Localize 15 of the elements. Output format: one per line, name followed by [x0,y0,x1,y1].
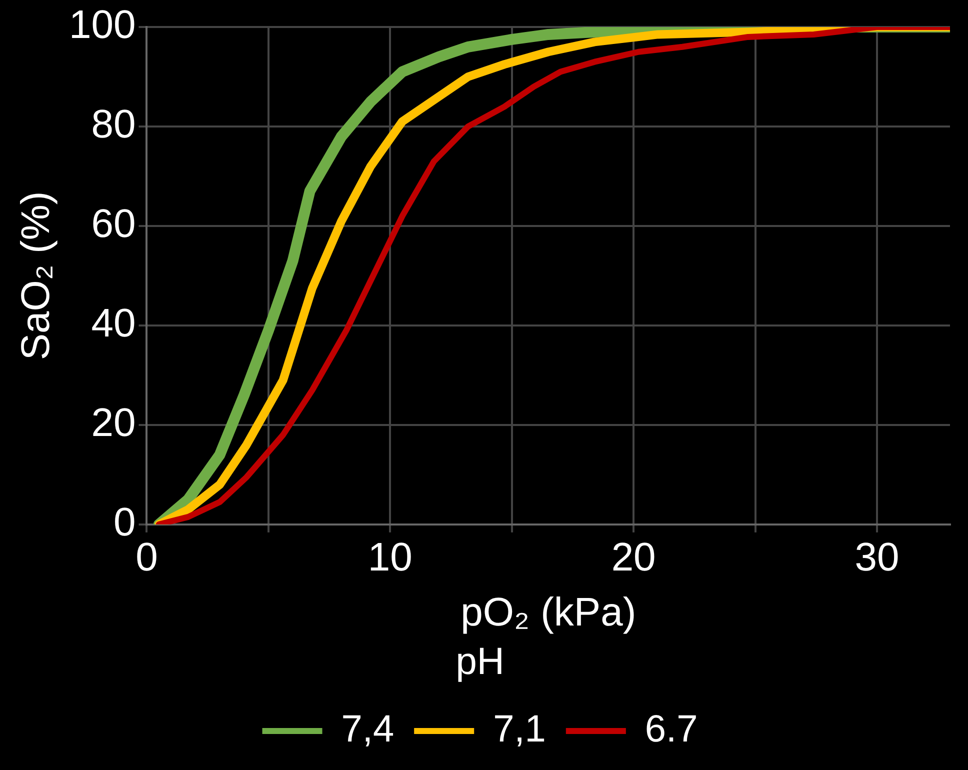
x-axis-title: pO₂ (kPa) [460,590,636,634]
legend-label: 7,1 [493,708,546,750]
legend-label: 6.7 [644,708,698,750]
x-tick-label: 20 [611,535,656,580]
y-axis-title: SaO₂ (%) [14,191,58,360]
y-tick-label: 80 [91,102,136,147]
y-tick-label: 40 [91,301,136,346]
y-tick-label: 60 [91,202,136,246]
y-tick-label: 0 [113,500,136,544]
x-tick-label: 10 [368,535,412,580]
y-tick-label: 20 [91,400,136,445]
y-tick-label: 100 [68,3,136,48]
legend-label: 7,4 [341,708,394,750]
x-tick-label: 30 [854,535,900,580]
legend-title: pH [456,640,504,683]
